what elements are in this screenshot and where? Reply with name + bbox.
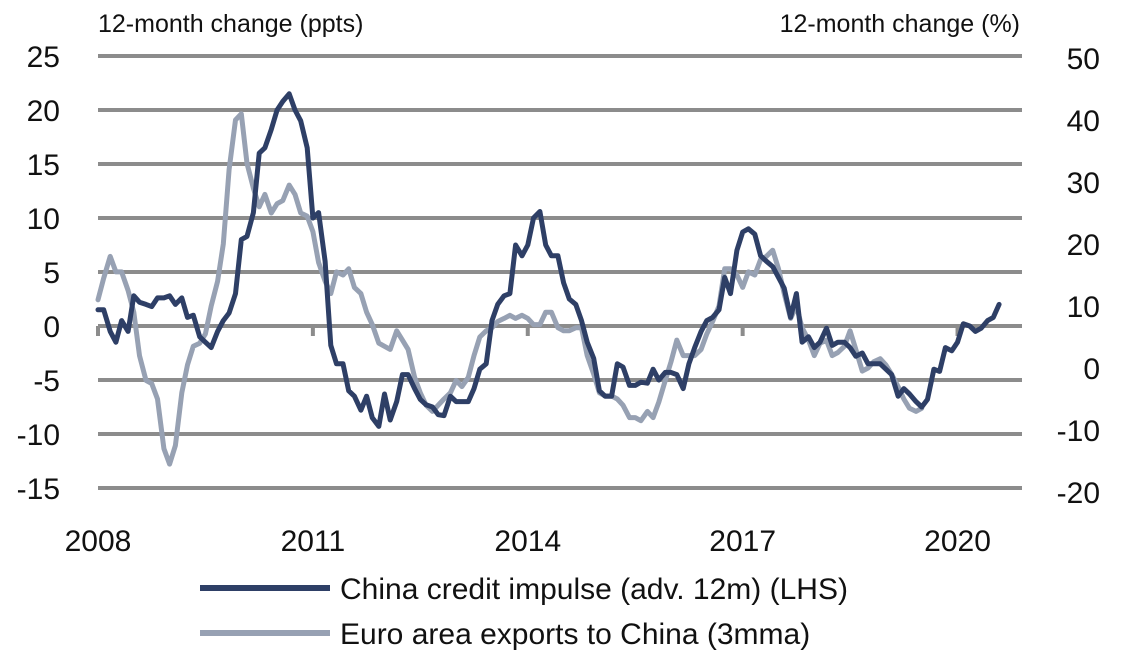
left-tick-label: 0 xyxy=(43,311,60,344)
right-tick-label: -10 xyxy=(1057,415,1100,448)
left-tick-label: 10 xyxy=(27,203,60,236)
left-tick-label: 15 xyxy=(27,149,60,182)
right-tick-label: 20 xyxy=(1067,229,1100,262)
left-axis-title: 12-month change (ppts) xyxy=(98,10,363,38)
left-tick-label: -15 xyxy=(17,473,60,506)
legend-label-euro-exports: Euro area exports to China (3mma) xyxy=(340,618,810,651)
right-tick-label: 40 xyxy=(1067,105,1100,138)
left-axis-ticks: 25 20 15 10 5 0 -5 -10 -15 xyxy=(17,41,60,506)
x-axis-ticks: 2008 2011 2014 2017 2020 xyxy=(65,525,991,558)
right-tick-label: -20 xyxy=(1057,477,1100,510)
series-credit-impulse-line xyxy=(95,91,1002,429)
x-tick-label: 2014 xyxy=(494,525,561,558)
left-tick-label: 20 xyxy=(27,95,60,128)
x-tick-label: 2008 xyxy=(65,525,132,558)
left-tick-label: -5 xyxy=(33,365,60,398)
legend: China credit impulse (adv. 12m) (LHS) Eu… xyxy=(200,573,848,651)
right-tick-label: 30 xyxy=(1067,167,1100,200)
right-tick-label: 10 xyxy=(1067,291,1100,324)
x-tick-label: 2020 xyxy=(924,525,991,558)
series-lines xyxy=(95,91,1002,467)
left-tick-label: 5 xyxy=(43,257,60,290)
right-axis-ticks: 50 40 30 20 10 0 -10 -20 xyxy=(1057,43,1100,510)
x-tick-label: 2011 xyxy=(281,525,346,558)
right-tick-label: 50 xyxy=(1067,43,1100,76)
left-tick-label: 25 xyxy=(27,41,60,74)
left-tick-label: -10 xyxy=(17,419,60,452)
legend-label-credit-impulse: China credit impulse (adv. 12m) (LHS) xyxy=(340,573,848,606)
right-tick-label: 0 xyxy=(1083,353,1100,386)
right-axis-title: 12-month change (%) xyxy=(780,10,1020,38)
x-tick-label: 2017 xyxy=(709,525,776,558)
